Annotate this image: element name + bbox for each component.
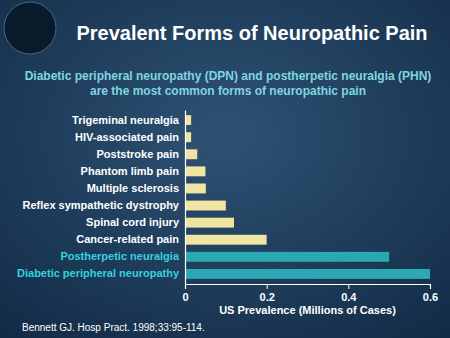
x-tick: 0.4 [341, 284, 357, 303]
bar [185, 218, 234, 228]
x-tick: 0 [182, 284, 188, 303]
source-note: Bennett GJ. Hosp Pract. 1998;33:95-114. [22, 322, 205, 333]
subtitle: Diabetic peripheral neuropathy (DPN) and… [25, 69, 432, 98]
x-tick-mark [430, 284, 431, 289]
chart-svg: Prevalent Forms of Neuropathic Pain Diabe… [0, 0, 450, 338]
y-axis-line [185, 111, 186, 285]
bar [185, 269, 430, 279]
x-tick-label: 0.6 [423, 291, 438, 303]
y-tick: Multiple sclerosis [87, 182, 179, 194]
category-label: Poststroke pain [96, 148, 179, 160]
y-tick: Diabetic peripheral neuropathy [17, 267, 180, 279]
y-tick: HIV-associated pain [75, 131, 179, 143]
x-tick-label: 0 [182, 291, 188, 303]
x-tick-label: 0.2 [260, 291, 275, 303]
y-tick: Cancer-related pain [76, 233, 179, 245]
x-tick-mark [267, 284, 268, 289]
category-label: Diabetic peripheral neuropathy [17, 267, 180, 279]
category-label: Postherpetic neuralgia [60, 250, 179, 262]
x-tick: 0.6 [423, 284, 438, 303]
bars [185, 115, 430, 279]
category-label: Cancer-related pain [76, 233, 179, 245]
bar [185, 166, 205, 176]
y-tick: Phantom limb pain [81, 165, 180, 177]
x-tick-mark [185, 284, 186, 289]
category-label: Reflex sympathetic dystrophy [23, 199, 180, 211]
y-tick: Postherpetic neuralgia [60, 250, 179, 262]
x-axis-line [186, 285, 431, 290]
y-tick: Trigeminal neuralgia [72, 114, 180, 126]
category-label: Multiple sclerosis [87, 182, 179, 194]
background [0, 0, 450, 338]
x-tick: 0.2 [260, 284, 275, 303]
y-tick: Spinal cord injury [86, 216, 180, 228]
chart-container: Prevalent Forms of Neuropathic Pain Diabe… [0, 0, 450, 338]
bar [185, 183, 206, 193]
bar [185, 149, 197, 159]
x-tick-label: 0.4 [341, 291, 357, 303]
category-label: HIV-associated pain [75, 131, 179, 143]
y-axis: Trigeminal neuralgia HIV-associated pain P… [17, 111, 185, 285]
bar [185, 252, 389, 262]
title: Prevalent Forms of Neuropathic Pain [76, 22, 427, 44]
y-tick: Reflex sympathetic dystrophy [23, 199, 180, 211]
x-axis-title: US Prevalence (Millions of Cases) [219, 304, 396, 316]
category-label: Phantom limb pain [81, 165, 180, 177]
y-tick: Poststroke pain [96, 148, 179, 160]
x-axis: 0 0.2 0.4 0.6 [182, 284, 438, 303]
x-tick-mark [348, 284, 349, 289]
category-label: Trigeminal neuralgia [72, 114, 180, 126]
bar [185, 235, 267, 245]
logo-globe [4, 2, 56, 54]
category-label: Spinal cord injury [86, 216, 180, 228]
bar [185, 201, 226, 211]
